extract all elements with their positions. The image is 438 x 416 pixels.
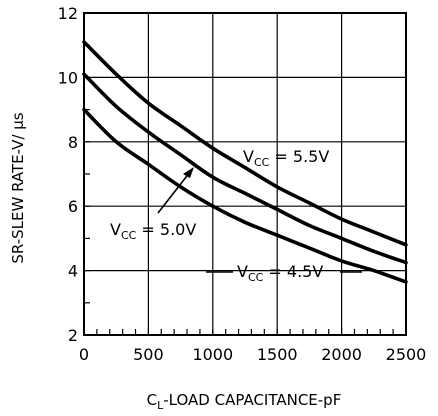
- annot-5-5-rest: = 5.5V: [269, 147, 329, 166]
- series-curves: [82, 40, 408, 284]
- annot-5-0-arrow-head: [183, 167, 194, 178]
- x-axis-title-sub: L: [157, 399, 164, 412]
- svg-text:VCC = 5.5V: VCC = 5.5V: [243, 147, 329, 169]
- y-tick-label: 8: [68, 133, 78, 152]
- x-tick-label: 1000: [192, 345, 233, 364]
- x-axis-title: CL-LOAD CAPACITANCE-pF: [147, 391, 342, 412]
- series-line-0: [82, 40, 408, 247]
- y-tick-label: 6: [68, 197, 78, 216]
- annot-5-0-main: V: [110, 220, 121, 239]
- annotation-vcc-4-5v: VCC = 4.5V: [206, 262, 362, 284]
- x-tick-label: 2000: [321, 345, 362, 364]
- minor-ticks: [83, 12, 407, 336]
- y-tick-label: 2: [68, 326, 78, 345]
- series-line-1: [82, 72, 408, 265]
- y-tick-label: 4: [68, 262, 78, 281]
- annot-5-5-sub: CC: [254, 156, 270, 169]
- annot-4-5-rest: = 4.5V: [263, 262, 323, 281]
- y-tick-label: 10: [58, 68, 78, 87]
- annot-4-5-sub: CC: [248, 271, 264, 284]
- y-tick-label: 12: [58, 4, 78, 23]
- svg-text:VCC = 5.0V: VCC = 5.0V: [110, 220, 196, 242]
- x-tick-labels: 0 500 1000 1500 2000 2500: [79, 345, 426, 364]
- annotation-vcc-5-5v: VCC = 5.5V: [243, 147, 329, 169]
- x-tick-label: 2500: [386, 345, 427, 364]
- y-axis-title: SR-SLEW RATE-V/ μs: [9, 112, 27, 263]
- x-tick-label: 0: [79, 345, 89, 364]
- svg-text:VCC = 4.5V: VCC = 4.5V: [237, 262, 323, 284]
- series-line-2: [82, 107, 408, 284]
- x-tick-label: 500: [133, 345, 164, 364]
- grid: [84, 13, 406, 335]
- x-axis-title-rest: -LOAD CAPACITANCE-pF: [163, 391, 341, 409]
- annot-5-0-rest: = 5.0V: [136, 220, 196, 239]
- x-axis-title-main: C: [147, 391, 157, 409]
- annotation-vcc-5-0v: VCC = 5.0V: [110, 167, 196, 242]
- annot-4-5-main: V: [237, 262, 248, 281]
- annot-5-5-main: V: [243, 147, 254, 166]
- annot-5-0-arrow-line: [157, 171, 191, 214]
- annot-5-0-sub: CC: [121, 229, 137, 242]
- x-tick-label: 1500: [257, 345, 298, 364]
- plot-frame: [83, 12, 407, 336]
- y-tick-labels: 2 4 6 8 10 12: [58, 4, 78, 345]
